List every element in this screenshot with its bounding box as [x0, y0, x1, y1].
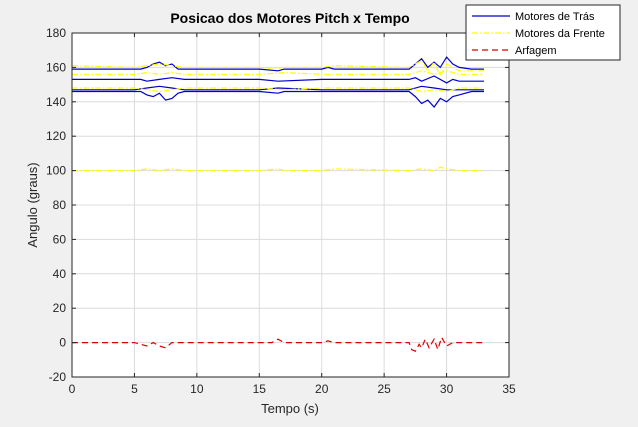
y-axis-label: Angulo (graus)	[25, 162, 40, 247]
y-ticks: -20 0 20 40 60 80 100 120 140 160 180	[46, 26, 509, 384]
y-tick-label: -20	[49, 370, 67, 384]
y-tick-label: 120	[46, 129, 66, 143]
y-tick-label: 140	[46, 95, 66, 109]
series-2-line-4	[72, 166, 484, 172]
y-tick-label: 20	[53, 301, 67, 315]
y-tick-label: 100	[46, 164, 66, 178]
plot-series	[71, 56, 484, 352]
x-tick-label: 0	[69, 382, 76, 396]
legend-label-series-2: Motores da Frente	[515, 28, 605, 40]
y-tick-label: 0	[59, 336, 66, 350]
legend-label-series-3: Arfagem	[515, 45, 557, 57]
x-tick-label: 30	[440, 382, 454, 396]
y-tick-label: 40	[53, 267, 67, 281]
series-2-line-1	[71, 59, 484, 78]
y-tick-label: 60	[53, 232, 67, 246]
x-tick-label: 25	[377, 382, 391, 396]
series-3-line-1	[72, 335, 484, 352]
x-tick-label: 20	[315, 382, 329, 396]
legend-label-series-1: Motores de Trás	[515, 11, 595, 23]
series-2-line-2	[72, 70, 484, 75]
x-tick-label: 10	[190, 382, 204, 396]
series-1-line-1	[72, 56, 484, 72]
series-1-line-3	[72, 85, 484, 91]
legend: Motores de Trás Motores da Frente Arfage…	[465, 4, 621, 61]
x-tick-label: 35	[502, 382, 516, 396]
x-tick-label: 15	[253, 382, 267, 396]
x-tick-label: 5	[131, 382, 138, 396]
chart-title: Posicao dos Motores Pitch x Tempo	[170, 10, 409, 26]
series-2-line-3	[72, 87, 484, 93]
y-tick-label: 160	[46, 60, 66, 74]
x-ticks: 0 5 10 15 20 25 30 35	[69, 33, 516, 396]
series-1-line-2	[72, 75, 484, 84]
y-tick-label: 80	[53, 198, 67, 212]
series-1-line-4	[72, 90, 484, 108]
y-tick-label: 180	[46, 26, 66, 40]
x-axis-label: Tempo (s)	[261, 401, 319, 416]
